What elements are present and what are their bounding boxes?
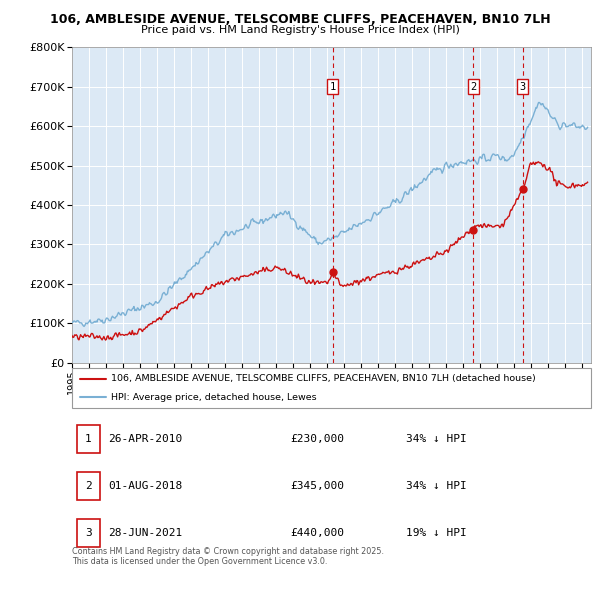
Text: £345,000: £345,000: [290, 481, 344, 491]
FancyBboxPatch shape: [77, 472, 100, 500]
Text: Price paid vs. HM Land Registry's House Price Index (HPI): Price paid vs. HM Land Registry's House …: [140, 25, 460, 35]
FancyBboxPatch shape: [72, 368, 591, 408]
Text: £230,000: £230,000: [290, 434, 344, 444]
FancyBboxPatch shape: [77, 519, 100, 548]
Text: Contains HM Land Registry data © Crown copyright and database right 2025.: Contains HM Land Registry data © Crown c…: [72, 547, 384, 556]
Text: £440,000: £440,000: [290, 529, 344, 538]
Text: 01-AUG-2018: 01-AUG-2018: [108, 481, 182, 491]
Text: 28-JUN-2021: 28-JUN-2021: [108, 529, 182, 538]
Text: 106, AMBLESIDE AVENUE, TELSCOMBE CLIFFS, PEACEHAVEN, BN10 7LH (detached house): 106, AMBLESIDE AVENUE, TELSCOMBE CLIFFS,…: [111, 375, 536, 384]
FancyBboxPatch shape: [77, 425, 100, 453]
Text: 1: 1: [85, 434, 92, 444]
Text: 2: 2: [85, 481, 92, 491]
Text: This data is licensed under the Open Government Licence v3.0.: This data is licensed under the Open Gov…: [72, 558, 328, 566]
Text: 19% ↓ HPI: 19% ↓ HPI: [406, 529, 466, 538]
Text: 34% ↓ HPI: 34% ↓ HPI: [406, 434, 466, 444]
Text: 106, AMBLESIDE AVENUE, TELSCOMBE CLIFFS, PEACEHAVEN, BN10 7LH: 106, AMBLESIDE AVENUE, TELSCOMBE CLIFFS,…: [50, 13, 550, 26]
Text: HPI: Average price, detached house, Lewes: HPI: Average price, detached house, Lewe…: [111, 393, 317, 402]
Text: 3: 3: [85, 529, 92, 538]
Text: 3: 3: [520, 81, 526, 91]
Text: 26-APR-2010: 26-APR-2010: [108, 434, 182, 444]
Text: 2: 2: [470, 81, 476, 91]
Text: 1: 1: [329, 81, 336, 91]
Text: 34% ↓ HPI: 34% ↓ HPI: [406, 481, 466, 491]
